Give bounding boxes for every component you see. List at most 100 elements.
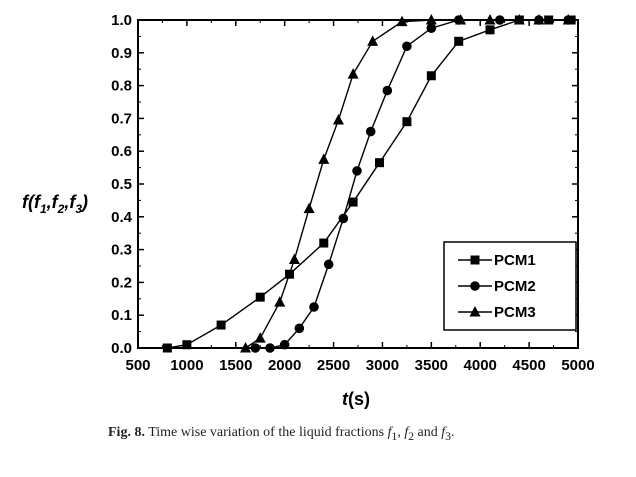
y-title-f: f(f bbox=[22, 192, 42, 212]
data-point-pcm2 bbox=[279, 339, 290, 350]
caption-f1-sub: 1 bbox=[391, 429, 398, 443]
caption-f3: f bbox=[441, 425, 446, 440]
y-tick-label: 0.6 bbox=[111, 143, 132, 160]
data-point-pcm3 bbox=[455, 14, 467, 25]
caption-f1: f bbox=[387, 425, 392, 440]
x-tick-label: 4000 bbox=[464, 357, 497, 374]
data-point-pcm2 bbox=[352, 166, 362, 176]
data-point-pcm2 bbox=[250, 343, 261, 353]
y-tick-label: 0.8 bbox=[111, 78, 132, 95]
y-tick-label: 0.7 bbox=[111, 110, 132, 127]
legend-marker-square bbox=[470, 255, 480, 265]
data-point-pcm3 bbox=[562, 14, 574, 25]
y-tick-label: 0.1 bbox=[111, 307, 132, 324]
chart: 0.0 0.1 0.2 0.3 0.4 0.5 0.6 0.7 0.8 0.9 1.0 500 100… bbox=[22, 12, 595, 409]
data-point-pcm2 bbox=[309, 302, 319, 312]
legend: PCM1 PCM2 PCM3 bbox=[443, 241, 577, 331]
data-point-pcm2 bbox=[382, 85, 393, 96]
data-point-pcm1 bbox=[319, 238, 329, 248]
data-point-pcm1 bbox=[485, 25, 495, 35]
data-point-pcm3 bbox=[513, 14, 525, 25]
data-point-pcm1 bbox=[348, 197, 358, 207]
data-point-pcm2 bbox=[402, 41, 412, 52]
data-point-pcm3 bbox=[240, 342, 252, 353]
caption-f2: f bbox=[404, 425, 409, 440]
caption-label: Fig. 8. bbox=[108, 425, 145, 440]
data-point-pcm2 bbox=[294, 323, 305, 334]
x-tick-label: 5000 bbox=[561, 357, 594, 374]
data-point-pcm3 bbox=[367, 35, 379, 46]
legend-item-pcm1: PCM1 bbox=[458, 252, 536, 269]
data-point-pcm1 bbox=[162, 343, 172, 353]
data-point-pcm2 bbox=[365, 126, 376, 137]
data-point-pcm1 bbox=[426, 71, 436, 81]
data-point-pcm3 bbox=[347, 68, 359, 79]
x-tick-label: 1000 bbox=[170, 357, 203, 374]
data-point-pcm3 bbox=[484, 14, 496, 25]
caption-f3-sub: 3 bbox=[445, 429, 451, 443]
data-point-pcm2 bbox=[265, 343, 275, 353]
data-point-pcm1 bbox=[402, 117, 412, 127]
caption-sep1: , bbox=[397, 425, 405, 440]
x-tick-labels: 500 1000 1500 2000 2500 3000 3500 4000 4500 5000 bbox=[125, 357, 594, 374]
y-tick-label: 0.0 bbox=[111, 340, 132, 357]
data-point-pcm2 bbox=[426, 23, 437, 33]
y-tick-label: 0.9 bbox=[111, 45, 132, 62]
data-point-pcm2 bbox=[338, 213, 349, 224]
data-point-pcm3 bbox=[254, 332, 266, 343]
x-title-var: t bbox=[342, 389, 349, 409]
caption-text: Time wise variation of the liquid fracti… bbox=[148, 425, 388, 440]
legend-item-pcm2: PCM2 bbox=[458, 278, 536, 295]
x-tick-label: 4500 bbox=[512, 357, 545, 374]
data-point-pcm1 bbox=[182, 340, 192, 350]
series-pcm3 bbox=[240, 14, 574, 353]
data-point-pcm3 bbox=[425, 14, 437, 25]
legend-marker-triangle bbox=[469, 306, 481, 317]
y-title-sub3: 3 bbox=[75, 202, 82, 216]
legend-items: PCM1 PCM2 PCM3 bbox=[458, 252, 536, 321]
data-point-pcm3 bbox=[303, 202, 315, 214]
y-tick-label: 0.2 bbox=[111, 274, 132, 291]
caption-f2-sub: 2 bbox=[408, 429, 415, 443]
x-axis-title: t(s) bbox=[342, 389, 370, 409]
data-point-pcm2 bbox=[323, 259, 334, 270]
x-tick-label: 3000 bbox=[366, 357, 399, 374]
series-layer bbox=[162, 14, 576, 353]
figure-caption: Fig. 8. Time wise variation of the liqui… bbox=[108, 425, 628, 443]
legend-label: PCM1 bbox=[494, 252, 536, 269]
x-tick-label: 3500 bbox=[415, 357, 448, 374]
x-tick-label: 2000 bbox=[268, 357, 301, 374]
y-axis-title: f(f1,f2,f3) bbox=[22, 192, 88, 216]
data-point-pcm3 bbox=[332, 114, 344, 125]
data-point-pcm1 bbox=[216, 320, 226, 330]
x-tick-label: 500 bbox=[125, 357, 150, 374]
caption-sep2: and bbox=[414, 425, 442, 440]
y-title-close: ) bbox=[80, 192, 88, 212]
y-tick-label: 0.5 bbox=[111, 176, 132, 193]
y-tick-label: 0.4 bbox=[111, 209, 133, 226]
data-point-pcm3 bbox=[274, 296, 286, 307]
y-title-sub1: 1 bbox=[40, 202, 47, 216]
legend-label: PCM3 bbox=[494, 304, 536, 321]
y-title-c1: ,f bbox=[46, 192, 60, 212]
y-tick-labels: 0.0 0.1 0.2 0.3 0.4 0.5 0.6 0.7 0.8 0.9 1.0 bbox=[111, 12, 133, 357]
data-point-pcm1 bbox=[375, 158, 385, 168]
y-title-sub2: 2 bbox=[57, 202, 65, 216]
x-tick-label: 2500 bbox=[317, 357, 350, 374]
x-title-unit: (s) bbox=[348, 389, 370, 409]
legend-label: PCM2 bbox=[494, 278, 536, 295]
legend-item-pcm3: PCM3 bbox=[458, 304, 536, 321]
data-point-pcm3 bbox=[396, 15, 408, 27]
legend-marker-circle bbox=[470, 281, 480, 291]
y-tick-label: 1.0 bbox=[111, 12, 132, 29]
data-point-pcm3 bbox=[318, 153, 330, 164]
data-point-pcm1 bbox=[255, 292, 265, 302]
x-tick-label: 1500 bbox=[219, 357, 252, 374]
series-line-pcm3 bbox=[245, 19, 569, 349]
caption-end: . bbox=[450, 425, 455, 440]
y-title-c2: ,f bbox=[63, 192, 77, 212]
data-point-pcm3 bbox=[288, 253, 300, 264]
y-tick-label: 0.3 bbox=[111, 242, 132, 259]
data-point-pcm1 bbox=[454, 36, 464, 46]
data-point-pcm3 bbox=[533, 14, 545, 25]
